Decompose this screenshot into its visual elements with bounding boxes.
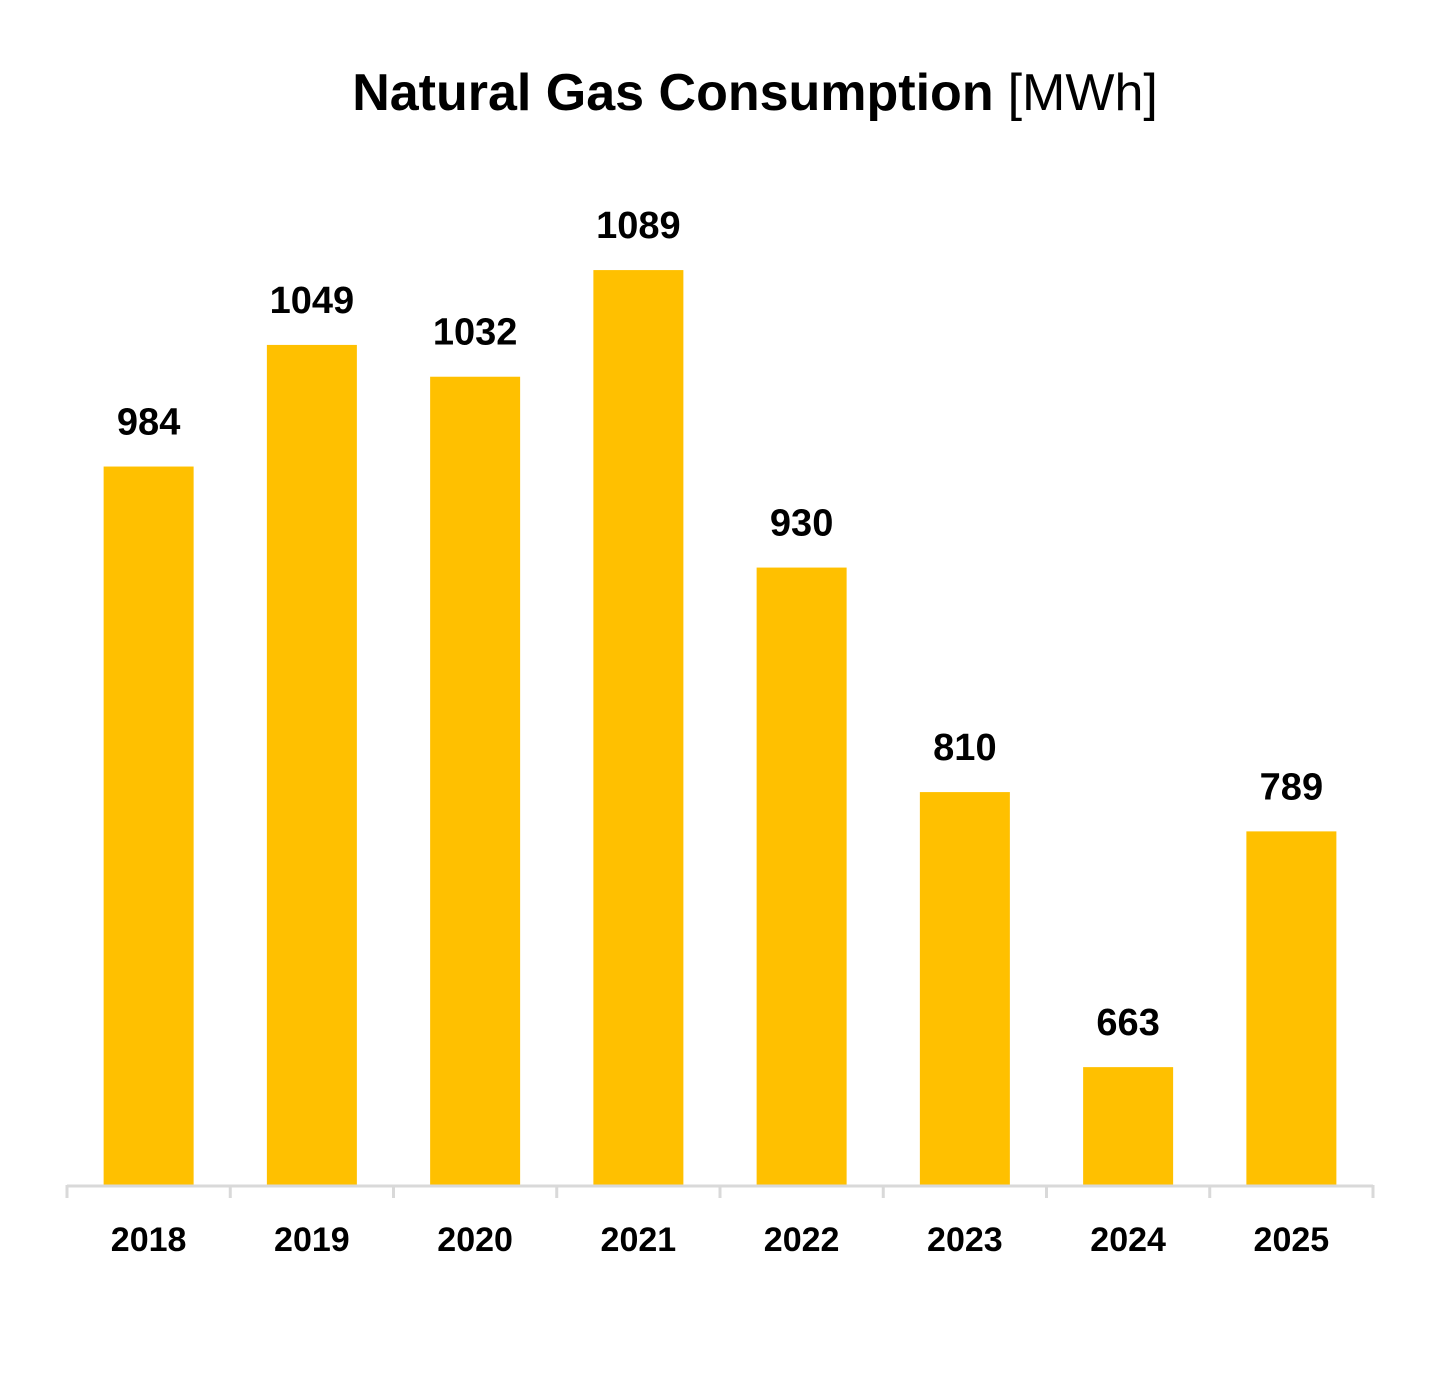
data-label-2018: 984 <box>117 402 180 444</box>
data-label-2021: 1089 <box>596 205 681 247</box>
data-label-2024: 663 <box>1096 1002 1159 1044</box>
data-label-2022: 930 <box>770 503 833 545</box>
data-label-2019: 1049 <box>270 280 355 322</box>
data-label-2025: 789 <box>1260 766 1323 808</box>
chart-title: Natural Gas Consumption [MWh] <box>352 64 1158 122</box>
bar-2025 <box>1246 831 1337 1185</box>
x-tick-label-2020: 2020 <box>437 1221 513 1259</box>
x-tick-label-2019: 2019 <box>274 1221 350 1259</box>
bar-2024 <box>1083 1067 1174 1185</box>
bar-2019 <box>266 344 357 1185</box>
x-tick-label-2025: 2025 <box>1254 1221 1330 1259</box>
x-axis: 2018 2019 2020 2021 2022 2023 2024 2025 <box>65 1184 1375 1259</box>
x-tick-label-2022: 2022 <box>764 1221 840 1259</box>
data-label-2020: 1032 <box>433 312 518 354</box>
x-tick-label-2018: 2018 <box>111 1221 187 1259</box>
bar-2022 <box>756 567 847 1185</box>
data-labels-group: 984 1049 1032 1089 930 810 663 789 <box>117 205 1323 1044</box>
bars-group <box>103 270 1337 1185</box>
bar-2018 <box>103 466 194 1185</box>
bar-2023 <box>919 792 1010 1185</box>
x-tick-label-2021: 2021 <box>601 1221 677 1259</box>
bar-2020 <box>430 376 521 1185</box>
bar-2021 <box>593 270 684 1185</box>
x-tick-label-2024: 2024 <box>1090 1221 1166 1259</box>
chart-title-main: Natural Gas Consumption <box>352 64 993 122</box>
x-tick-label-2023: 2023 <box>927 1221 1003 1259</box>
chart-title-unit: [MWh] <box>1008 64 1158 122</box>
data-label-2023: 810 <box>933 727 996 769</box>
